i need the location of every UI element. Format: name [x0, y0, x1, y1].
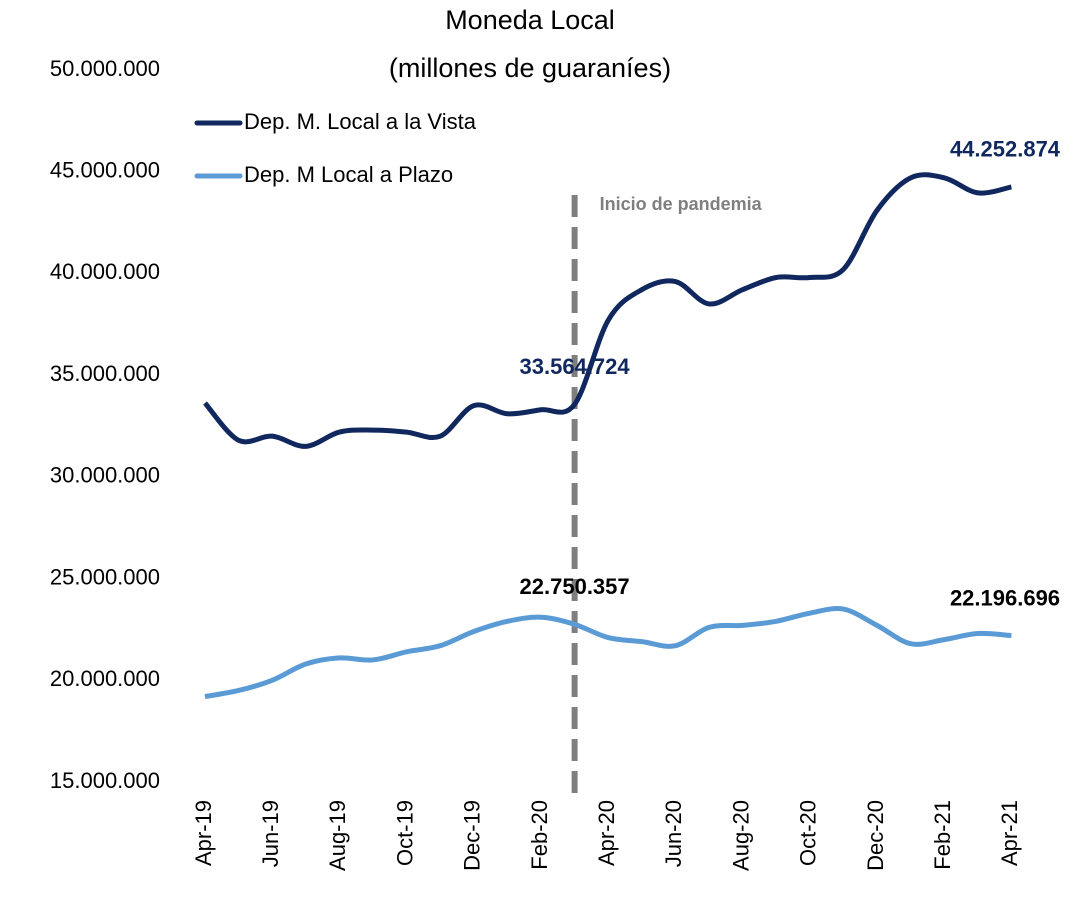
chart-subtitle: (millones de guaraníes)	[389, 53, 671, 83]
x-tick-label: Apr-20	[594, 800, 619, 866]
x-tick-label: Dec-19	[460, 800, 485, 871]
chart-title: Moneda Local	[445, 5, 615, 35]
y-tick-label: 30.000.000	[50, 463, 160, 488]
y-tick-label: 25.000.000	[50, 564, 160, 589]
data-label: 22.750.357	[520, 574, 630, 599]
legend-label: Dep. M Local a Plazo	[244, 162, 453, 187]
line	[205, 609, 1011, 697]
line	[205, 175, 1011, 447]
chart: Moneda Local (millones de guaraníes) 15.…	[0, 0, 1084, 896]
y-tick-label: 45.000.000	[50, 158, 160, 183]
x-tick-label: Oct-19	[392, 800, 417, 866]
annotation: Inicio de pandemia	[600, 194, 763, 214]
data-label: 44.252.874	[950, 137, 1061, 162]
x-tick-label: Dec-20	[863, 800, 888, 871]
x-tick-label: Feb-20	[527, 800, 552, 870]
data-label: 22.196.696	[950, 585, 1060, 610]
x-tick-label: Oct-20	[796, 800, 821, 866]
x-tick-label: Apr-21	[997, 800, 1022, 866]
y-tick-label: 50.000.000	[50, 56, 160, 81]
x-tick-label: Aug-19	[325, 800, 350, 871]
y-tick-label: 35.000.000	[50, 361, 160, 386]
x-tick-label: Jun-19	[258, 800, 283, 867]
x-tick-label: Jun-20	[661, 800, 686, 867]
x-tick-label: Apr-19	[191, 800, 216, 866]
legend-label: Dep. M. Local a la Vista	[244, 109, 477, 134]
y-tick-label: 20.000.000	[50, 666, 160, 691]
y-tick-label: 40.000.000	[50, 259, 160, 284]
x-tick-label: Aug-20	[728, 800, 753, 871]
data-label: 33.564.724	[520, 354, 631, 379]
y-tick-label: 15.000.000	[50, 768, 160, 793]
x-tick-label: Feb-21	[930, 800, 955, 870]
